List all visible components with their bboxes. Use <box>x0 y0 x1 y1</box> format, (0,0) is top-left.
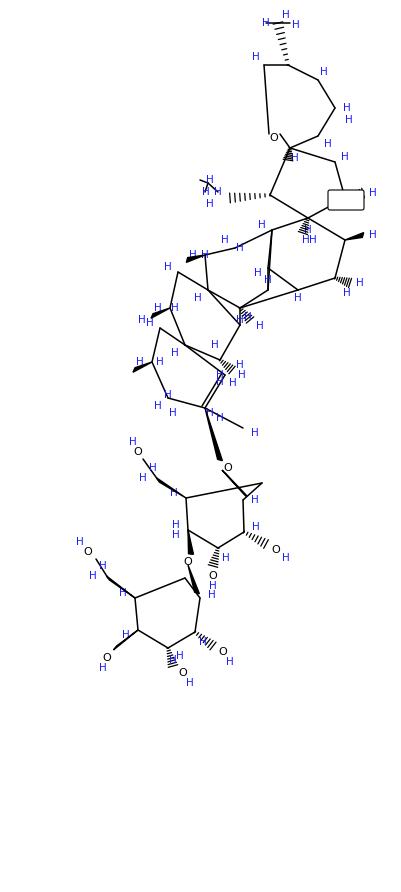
Text: H: H <box>302 235 309 245</box>
Text: H: H <box>251 495 258 505</box>
Text: H: H <box>229 378 236 388</box>
Text: H: H <box>342 103 350 113</box>
Text: H: H <box>323 139 331 149</box>
Text: H: H <box>368 188 376 198</box>
Text: H: H <box>206 175 213 185</box>
Text: H: H <box>216 413 223 423</box>
Text: H: H <box>221 235 228 245</box>
Text: H: H <box>251 428 258 438</box>
Text: H: H <box>263 275 271 285</box>
Text: O: O <box>271 545 279 555</box>
Text: H: H <box>89 571 97 581</box>
Text: H: H <box>129 437 136 447</box>
Text: H: H <box>294 293 301 303</box>
Text: H: H <box>186 678 193 688</box>
Text: H: H <box>211 340 218 350</box>
Text: H: H <box>169 408 176 418</box>
Text: H: H <box>319 67 327 77</box>
Text: O: O <box>83 547 92 557</box>
Text: O: O <box>269 133 277 143</box>
Text: H: H <box>206 408 213 418</box>
Text: H: H <box>164 262 172 272</box>
Text: H: H <box>146 318 154 328</box>
Text: H: H <box>368 230 376 240</box>
Text: H: H <box>119 588 127 598</box>
Polygon shape <box>186 255 205 262</box>
Text: H: H <box>308 235 316 245</box>
Text: H: H <box>171 303 178 313</box>
Text: H: H <box>235 243 243 253</box>
Text: H: H <box>344 115 352 125</box>
Text: H: H <box>216 370 223 380</box>
Text: H: H <box>251 522 259 532</box>
Text: H: H <box>194 293 201 303</box>
Text: H: H <box>209 581 216 591</box>
Polygon shape <box>113 630 138 650</box>
Text: O: O <box>102 653 111 663</box>
Polygon shape <box>133 362 152 372</box>
Text: H: H <box>222 553 229 563</box>
Text: H: H <box>235 315 243 325</box>
Text: H: H <box>257 220 265 230</box>
Text: H: H <box>342 288 350 298</box>
Text: H: H <box>76 537 84 547</box>
Text: O: O <box>208 571 217 581</box>
Text: H: H <box>304 225 311 235</box>
Text: H: H <box>198 637 207 647</box>
Text: O: O <box>133 447 142 457</box>
Text: H: H <box>156 357 164 367</box>
Text: H: H <box>243 312 251 322</box>
Text: H: H <box>208 590 215 600</box>
Text: H: H <box>99 663 107 673</box>
Text: H: H <box>282 10 289 20</box>
Text: H: H <box>122 630 130 640</box>
Text: H: H <box>255 321 263 331</box>
Text: H: H <box>292 20 299 30</box>
Text: H: H <box>154 303 162 313</box>
Text: H: H <box>136 357 144 367</box>
Text: H: H <box>253 268 261 278</box>
Text: H: H <box>251 52 259 62</box>
Text: O: O <box>183 557 192 567</box>
Text: H: H <box>154 401 162 411</box>
Text: H: H <box>290 153 298 163</box>
Text: H: H <box>176 651 183 661</box>
Text: H: H <box>139 473 146 483</box>
Text: H: H <box>164 390 172 400</box>
FancyBboxPatch shape <box>327 190 363 210</box>
Text: H: H <box>235 360 243 370</box>
Text: H: H <box>206 199 213 209</box>
Polygon shape <box>188 565 199 594</box>
Text: O: O <box>223 463 232 473</box>
Text: H: H <box>282 553 289 563</box>
Polygon shape <box>205 408 222 460</box>
Text: H: H <box>202 187 209 197</box>
Text: O: O <box>178 668 187 678</box>
Text: Abs: Abs <box>337 195 353 204</box>
Polygon shape <box>106 576 135 598</box>
Text: H: H <box>237 370 245 380</box>
Text: H: H <box>214 187 221 197</box>
Text: H: H <box>169 655 176 665</box>
Text: H: H <box>149 463 156 473</box>
Polygon shape <box>188 530 193 554</box>
Text: H: H <box>355 278 363 288</box>
Text: H: H <box>171 348 178 358</box>
Polygon shape <box>151 308 170 318</box>
Text: H: H <box>216 377 223 387</box>
Text: H: H <box>225 657 233 667</box>
Text: H: H <box>172 520 179 530</box>
Text: H: H <box>261 18 269 28</box>
Text: H: H <box>200 250 209 260</box>
Text: H: H <box>188 250 196 260</box>
Text: H: H <box>99 561 107 571</box>
Polygon shape <box>221 470 246 497</box>
Text: H: H <box>138 315 146 325</box>
Text: H: H <box>340 152 348 162</box>
Text: O: O <box>218 647 227 657</box>
Text: H: H <box>172 530 179 540</box>
Polygon shape <box>344 233 363 240</box>
Text: H: H <box>170 488 177 498</box>
Polygon shape <box>156 478 186 498</box>
